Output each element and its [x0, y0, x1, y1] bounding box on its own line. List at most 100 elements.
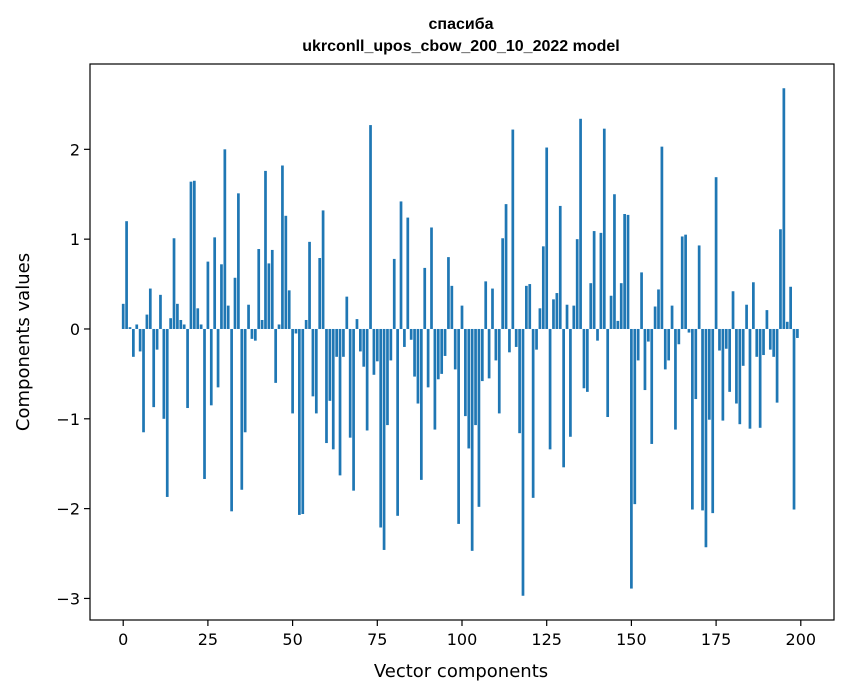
bar-186 [752, 282, 755, 329]
bar-82 [399, 201, 403, 329]
bar-157 [653, 306, 657, 329]
bar-135 [579, 118, 582, 329]
bar-137 [586, 328, 589, 392]
bar-89 [423, 267, 427, 329]
bar-60 [325, 328, 328, 444]
x-tick-label: 200 [786, 630, 817, 649]
bar-126 [548, 328, 552, 450]
bar-23 [199, 324, 203, 329]
bar-84 [406, 217, 410, 329]
bar-79 [389, 328, 393, 361]
bar-78 [386, 328, 389, 426]
bar-97 [450, 285, 454, 329]
bar-67 [348, 328, 352, 438]
bar-120 [528, 284, 532, 329]
bar-147 [619, 283, 623, 329]
bar-196 [785, 321, 789, 329]
bar-101 [464, 328, 467, 417]
bar-102 [467, 328, 471, 449]
bar-110 [494, 328, 498, 361]
bar-10 [155, 328, 159, 350]
bar-122 [535, 328, 538, 350]
bar-108 [487, 328, 491, 379]
bar-134 [575, 239, 579, 329]
bar-175 [714, 177, 718, 329]
bar-148 [623, 214, 626, 329]
bar-185 [748, 328, 752, 429]
bar-39 [253, 328, 257, 341]
bar-174 [711, 328, 715, 514]
bar-125 [545, 147, 549, 329]
bar-143 [606, 328, 610, 418]
y-tick-label: 1 [70, 230, 80, 249]
bar-116 [514, 328, 518, 347]
bar-59 [321, 210, 325, 329]
bar-183 [741, 328, 745, 366]
bar-188 [758, 328, 762, 428]
bar-96 [447, 257, 450, 329]
bar-87 [416, 328, 420, 404]
bar-31 [226, 305, 230, 329]
bar-74 [372, 328, 376, 375]
bar-139 [592, 231, 596, 329]
bar-198 [792, 328, 796, 510]
bar-127 [552, 299, 555, 329]
y-tick-label: −3 [56, 589, 80, 608]
bar-48 [284, 215, 288, 329]
bar-16 [176, 303, 179, 329]
bar-85 [409, 328, 413, 340]
bar-114 [508, 328, 511, 353]
bar-124 [541, 246, 545, 329]
bar-46 [277, 324, 281, 329]
bar-128 [555, 293, 559, 329]
bar-71 [362, 328, 366, 367]
x-tick-label: 0 [118, 630, 128, 649]
bar-141 [599, 232, 603, 329]
bar-156 [650, 328, 654, 444]
bar-178 [724, 328, 728, 349]
bar-43 [267, 263, 271, 329]
bar-130 [562, 328, 565, 468]
plot-frame [89, 63, 835, 621]
bar-52 [298, 328, 301, 515]
bar-171 [701, 328, 704, 511]
bar-86 [413, 328, 416, 377]
bar-123 [538, 308, 542, 329]
bar-61 [328, 328, 332, 401]
bar-140 [596, 328, 599, 341]
bar-47 [281, 165, 284, 329]
bar-91 [430, 227, 433, 329]
bar-56 [311, 328, 315, 397]
x-tick-label: 100 [447, 630, 478, 649]
bar-161 [667, 328, 671, 361]
bar-195 [782, 88, 786, 329]
bar-24 [203, 328, 206, 479]
bar-194 [779, 229, 782, 329]
bar-8 [148, 288, 152, 329]
bar-92 [433, 328, 437, 430]
x-tick-label: 25 [198, 630, 218, 649]
bar-30 [223, 149, 227, 329]
bar-76 [379, 328, 383, 528]
bar-28 [216, 328, 220, 388]
x-tick-label: 175 [701, 630, 732, 649]
bar-70 [359, 328, 362, 352]
bar-5 [138, 328, 142, 352]
bar-165 [680, 236, 684, 329]
bar-177 [721, 328, 725, 421]
bar-103 [470, 328, 474, 551]
bar-81 [396, 328, 399, 516]
bar-168 [691, 328, 694, 510]
y-axis-ticks: −3 −2 −1 0 1 2 [56, 140, 90, 608]
bar-4 [135, 324, 139, 329]
bar-40 [257, 249, 261, 329]
bar-32 [230, 328, 233, 512]
bar-72 [365, 328, 369, 431]
bar-112 [501, 238, 505, 329]
bar-55 [308, 241, 311, 329]
bar-57 [314, 328, 318, 414]
bar-41 [260, 319, 264, 329]
bar-166 [684, 234, 687, 329]
bar-192 [772, 328, 776, 357]
bar-133 [572, 305, 576, 329]
